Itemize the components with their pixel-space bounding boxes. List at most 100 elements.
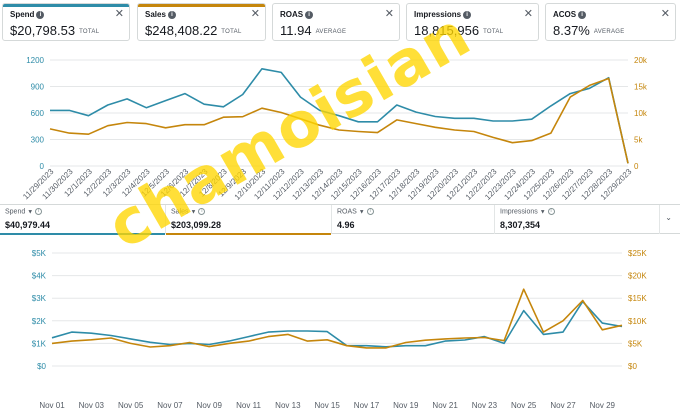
chevron-down-icon[interactable]: ▼ <box>27 209 34 216</box>
x-tick-label: Nov 13 <box>275 401 301 409</box>
x-tick-label: Nov 07 <box>157 401 183 409</box>
chevron-down-icon[interactable]: ▼ <box>190 209 197 216</box>
kpi-card-title: Spend i <box>10 10 45 19</box>
info-icon[interactable]: i <box>578 10 587 19</box>
x-tick-label: Nov 03 <box>79 401 105 409</box>
metric-selector-bar: Spend ▼ i $40,979.44 Sales ▼ i $203,099.… <box>0 204 680 235</box>
kpi-card-value-line: 11.94 AVERAGE <box>280 23 346 38</box>
metric-cell-label-row: Spend ▼ i <box>5 208 43 216</box>
kpi-card-name: ACOS <box>553 10 577 19</box>
x-tick-label: Nov 29 <box>590 401 616 409</box>
kpi-card-sales[interactable]: Sales i ✕ $248,408.22 TOTAL <box>137 3 266 41</box>
y-right-tick-label: $5K <box>628 339 643 348</box>
chevron-down-icon[interactable]: ▼ <box>358 209 365 216</box>
info-icon[interactable]: i <box>366 208 374 215</box>
metric-cell-impressions[interactable]: Impressions ▼ i 8,307,354 <box>495 205 660 234</box>
metric-cell-roas[interactable]: ROAS ▼ i 4.96 <box>332 205 495 234</box>
metric-cell-value: $203,099.28 <box>171 220 222 230</box>
kpi-card-roas[interactable]: ROAS i ✕ 11.94 AVERAGE <box>272 3 400 41</box>
kpi-card-value: 8.37% <box>553 23 590 38</box>
y-left-tick-label: $4K <box>32 272 47 281</box>
y-right-tick-label: 20k <box>634 56 648 65</box>
metric-accent <box>0 233 165 235</box>
kpi-card-title: ACOS i <box>553 10 587 19</box>
spend-series-line <box>50 67 629 164</box>
info-icon[interactable]: i <box>547 208 555 215</box>
kpi-card-value-line: 8.37% AVERAGE <box>553 23 625 38</box>
chevron-down-icon[interactable]: ▼ <box>539 209 546 216</box>
x-tick-label: Nov 27 <box>550 401 576 409</box>
y-left-tick-label: $0 <box>37 362 46 371</box>
metric-cell-label: Impressions <box>500 208 538 216</box>
kpi-card-accent <box>3 4 129 7</box>
info-icon[interactable]: i <box>463 10 472 19</box>
kpi-card-title: Impressions i <box>414 10 472 19</box>
kpi-card-acos[interactable]: ACOS i ✕ 8.37% AVERAGE <box>545 3 676 41</box>
monthly-performance-chart[interactable]: $0 $0 $1K $5K $2K $10K $3K $15K $4K $20K $5K $25K No… <box>0 238 680 409</box>
metric-cell-label-row: Sales ▼ i <box>171 208 206 216</box>
kpi-card-accent <box>138 4 265 7</box>
kpi-card-sub: TOTAL <box>483 28 504 35</box>
metric-cell-label-row: Impressions ▼ i <box>500 208 555 215</box>
kpi-card-name: Spend <box>10 10 35 19</box>
x-tick-label: Nov 25 <box>511 401 537 409</box>
collapse-chevron-icon[interactable]: ⌄ <box>665 213 672 222</box>
x-tick-label: Nov 05 <box>118 401 144 409</box>
kpi-card-title: Sales i <box>145 10 176 19</box>
y-left-tick-label: 1200 <box>26 56 44 65</box>
metric-cell-sales[interactable]: Sales ▼ i $203,099.28 <box>166 205 332 235</box>
kpi-card-name: Sales <box>145 10 166 19</box>
kpi-card-spend[interactable]: Spend i ✕ $20,798.53 TOTAL <box>2 3 130 41</box>
y-right-tick-label: 10k <box>634 109 648 118</box>
y-left-tick-label: $3K <box>32 294 47 303</box>
sales-series-line <box>51 288 623 349</box>
metric-cell-label: Sales <box>171 208 189 216</box>
y-right-tick-label: $0 <box>628 362 637 371</box>
y-right-tick-label: 15k <box>634 83 648 92</box>
close-icon[interactable]: ✕ <box>523 8 533 20</box>
y-left-tick-label: 600 <box>31 109 45 118</box>
x-tick-label: Nov 17 <box>354 401 380 409</box>
y-right-tick-label: 5k <box>634 136 643 145</box>
kpi-card-sub: AVERAGE <box>315 28 347 35</box>
y-left-tick-label: $2K <box>32 317 47 326</box>
metric-cell-label: ROAS <box>337 208 357 216</box>
kpi-card-value-line: $248,408.22 TOTAL <box>145 23 242 38</box>
metric-cell-label: Spend <box>5 208 26 216</box>
x-tick-label: Nov 23 <box>472 401 498 409</box>
close-icon[interactable]: ✕ <box>660 8 670 20</box>
kpi-card-impressions[interactable]: Impressions i ✕ 18,815,956 TOTAL <box>406 3 539 41</box>
x-tick-label: Nov 21 <box>432 401 458 409</box>
kpi-card-sub: AVERAGE <box>593 28 625 35</box>
kpi-card-value: $248,408.22 <box>145 23 218 38</box>
kpi-card-value-line: $20,798.53 TOTAL <box>10 23 99 38</box>
kpi-card-name: Impressions <box>414 10 462 19</box>
y-right-tick-label: $10K <box>628 317 647 326</box>
close-icon[interactable]: ✕ <box>250 8 260 20</box>
metric-cell-value: 8,307,354 <box>500 220 541 230</box>
x-tick-label: Nov 01 <box>39 401 65 409</box>
close-icon[interactable]: ✕ <box>114 8 124 20</box>
info-icon[interactable]: i <box>305 10 314 19</box>
kpi-card-sub: TOTAL <box>221 28 242 35</box>
kpi-card-value: 18,815,956 <box>414 23 480 38</box>
metric-cell-spend[interactable]: Spend ▼ i $40,979.44 <box>0 205 166 235</box>
kpi-card-name: ROAS <box>280 10 304 19</box>
kpi-card-sub: TOTAL <box>79 28 100 35</box>
y-left-tick-label: 0 <box>40 162 45 171</box>
metric-cell-label-row: ROAS ▼ i <box>337 208 374 215</box>
y-left-tick-label: 300 <box>31 136 45 145</box>
y-left-tick-label: $1K <box>32 339 47 348</box>
y-right-tick-label: $15K <box>628 294 647 303</box>
close-icon[interactable]: ✕ <box>384 8 394 20</box>
metric-cell-value: 4.96 <box>337 220 355 230</box>
info-icon[interactable]: i <box>167 10 176 19</box>
info-icon[interactable]: i <box>198 208 206 215</box>
metric-accent <box>166 233 331 235</box>
info-icon[interactable]: i <box>35 208 43 215</box>
info-icon[interactable]: i <box>36 10 45 19</box>
kpi-card-value-line: 18,815,956 TOTAL <box>414 23 503 38</box>
sales-series-line <box>49 77 629 164</box>
x-tick-label: Nov 19 <box>393 401 419 409</box>
